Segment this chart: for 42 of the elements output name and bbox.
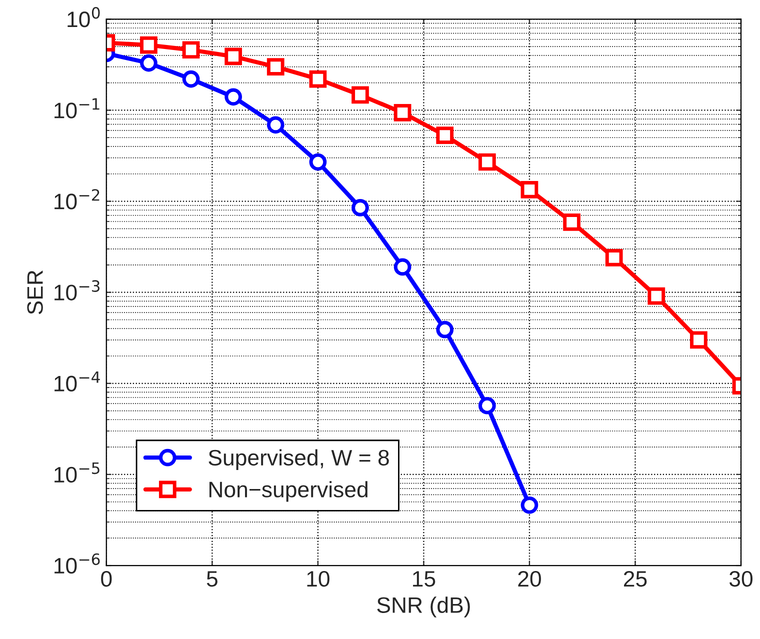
x-tick-label: 20: [518, 570, 541, 587]
point: [140, 54, 158, 72]
point: [182, 41, 200, 59]
y-tick-label: 10$^{−2}$: [54, 189, 100, 210]
y-axis-title: SER: [27, 270, 43, 314]
y-tick-label: 10$^{−6}$: [54, 553, 100, 574]
x-tick-label: 0: [101, 570, 112, 587]
x-tick-label: 10: [307, 570, 330, 587]
point: [520, 181, 538, 198]
point: [309, 70, 327, 88]
point: [224, 88, 242, 106]
point: [520, 496, 538, 514]
point: [266, 58, 284, 76]
y-tick-label: 10$^{−4}$: [54, 371, 100, 392]
legend-label: Supervised, W = 8: [208, 449, 389, 470]
x-tick-label: 5: [206, 571, 218, 587]
legend-label: Non−supervised: [209, 481, 368, 502]
point: [478, 396, 496, 414]
y-tick-label: 10$^{−1}$: [54, 98, 100, 118]
y-tick-label: 10$^{−3}$: [54, 280, 100, 300]
point: [352, 199, 369, 216]
point: [182, 70, 200, 88]
point: [266, 116, 284, 134]
point: [436, 320, 454, 338]
point: [140, 36, 158, 54]
point: [394, 104, 412, 122]
point: [436, 126, 454, 144]
x-tick-label: 25: [624, 570, 647, 587]
x-axis-title: SNR (dB): [377, 596, 470, 618]
point: [224, 48, 242, 66]
point: [394, 258, 412, 276]
point: [309, 153, 327, 171]
point: [352, 86, 369, 104]
point: [648, 287, 666, 305]
y-tick-label: 10$^{0}$: [68, 7, 100, 28]
point: [605, 249, 623, 266]
x-tick-label: 15: [413, 571, 436, 587]
point: [563, 213, 580, 231]
point: [478, 153, 496, 171]
x-tick-label: 30: [729, 570, 752, 587]
point: [690, 331, 708, 349]
y-tick-label: 10$^{−5}$: [54, 462, 100, 483]
